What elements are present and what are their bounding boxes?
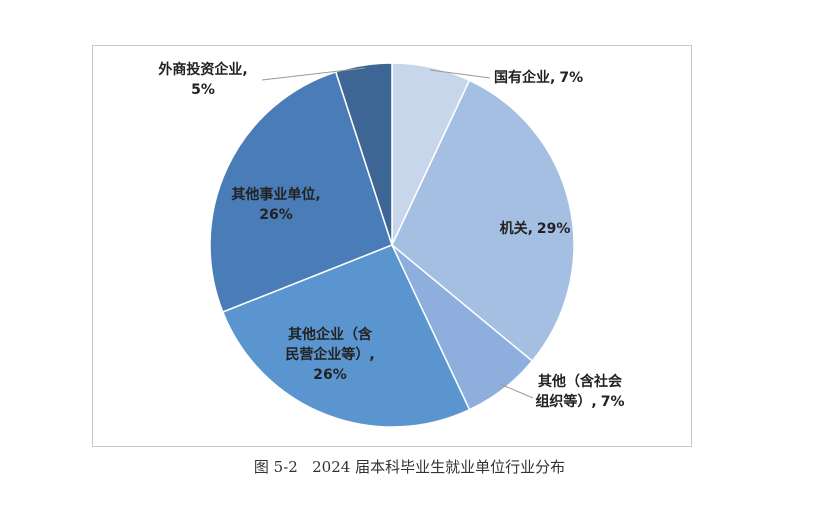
category-label: 国有企业, xyxy=(494,70,556,86)
data-label: 机关, 29% xyxy=(490,219,580,239)
data-label: 其他（含社会组织等）, 7% xyxy=(534,372,626,412)
category-label: 其他（含社会组织等）, xyxy=(535,374,622,410)
data-label: 外商投资企业, 5% xyxy=(148,60,258,100)
chart-frame xyxy=(92,45,692,447)
leader-line xyxy=(429,69,491,79)
pie-slice xyxy=(391,79,575,363)
chart-caption: 图 5-2 2024 届本科毕业生就业单位行业分布 xyxy=(253,458,566,476)
value-label: 29% xyxy=(536,221,571,237)
value-label: 7% xyxy=(559,70,584,86)
leader-line xyxy=(499,383,534,399)
data-label: 其他事业单位, 26% xyxy=(226,185,326,225)
value-label: 26% xyxy=(313,367,347,383)
leader-line xyxy=(261,67,366,81)
data-label: 国有企业, 7% xyxy=(494,68,654,88)
value-label: 5% xyxy=(191,82,215,98)
category-label: 机关, xyxy=(499,221,533,237)
value-label: 7% xyxy=(600,394,625,410)
category-label: 外商投资企业, xyxy=(158,62,248,78)
pie-slice xyxy=(209,70,393,313)
pie-slice xyxy=(221,244,471,428)
category-label: 其他企业（含民营企业等）, xyxy=(285,327,375,363)
data-label: 其他企业（含民营企业等）, 26% xyxy=(284,325,376,385)
category-label: 其他事业单位, xyxy=(231,187,321,203)
value-label: 26% xyxy=(259,207,293,223)
